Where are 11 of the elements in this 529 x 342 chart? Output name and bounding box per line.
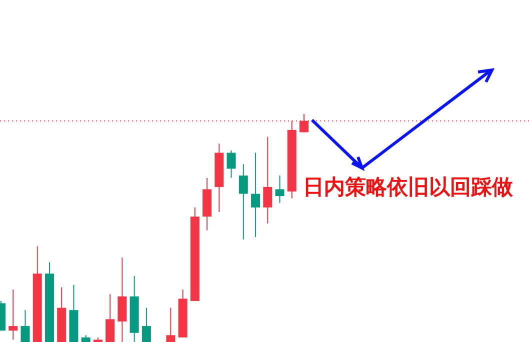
candlestick [106, 294, 115, 342]
candlestick [20, 310, 30, 342]
candlestick [226, 150, 236, 178]
candlestick [142, 307, 151, 342]
candlestick [251, 152, 260, 238]
candlestick [8, 289, 18, 340]
candlestick [275, 175, 284, 204]
candlestick [166, 307, 176, 342]
candlestick [238, 164, 248, 240]
candlestick [263, 136, 272, 224]
annotation: 日内策略依旧以回踩做 [303, 174, 514, 199]
